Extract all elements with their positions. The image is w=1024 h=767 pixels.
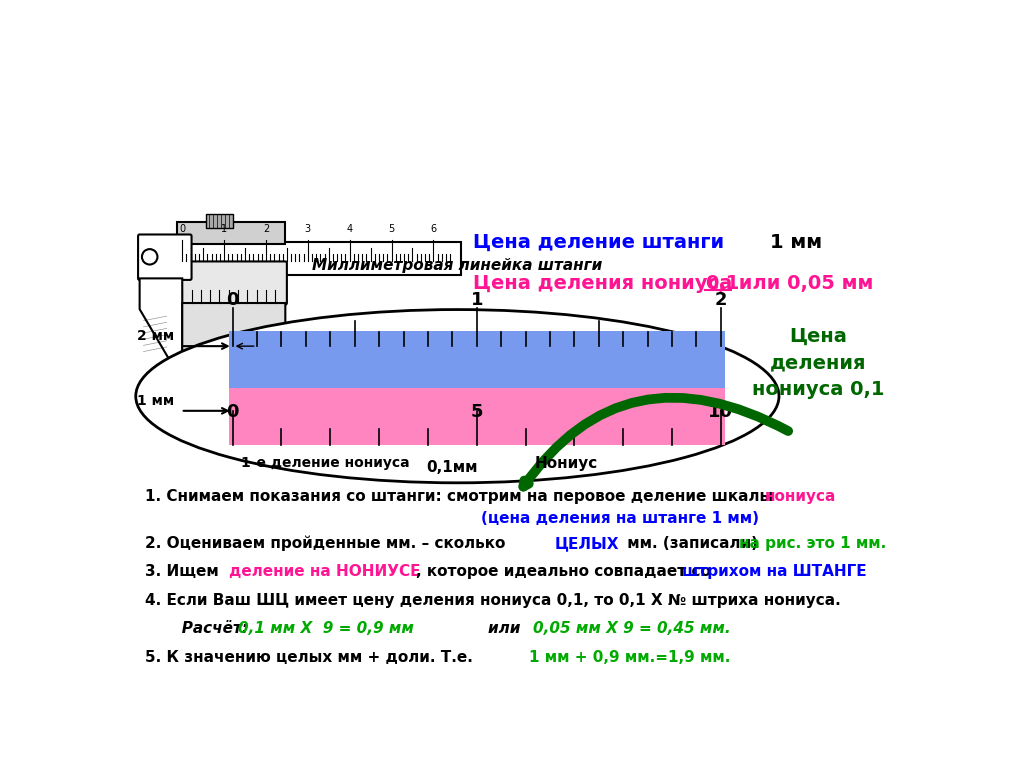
FancyBboxPatch shape — [175, 262, 287, 304]
Polygon shape — [139, 278, 182, 359]
Text: Цена деления нониуса: Цена деления нониуса — [473, 275, 739, 293]
Text: 2 мм: 2 мм — [136, 329, 174, 343]
Text: Цена деление штанги: Цена деление штанги — [473, 232, 724, 252]
Text: (цена деления на штанге 1 мм): (цена деления на штанге 1 мм) — [480, 511, 759, 526]
Text: 1-е деление нониуса: 1-е деление нониуса — [242, 456, 410, 470]
Polygon shape — [182, 303, 286, 359]
Text: ЦЕЛЫХ: ЦЕЛЫХ — [554, 536, 618, 551]
Text: 10: 10 — [709, 403, 733, 420]
Bar — [217, 359, 223, 386]
Text: 2: 2 — [715, 291, 727, 309]
Bar — [228, 331, 725, 389]
Text: 4: 4 — [346, 225, 352, 235]
Text: 0,1мм: 0,1мм — [426, 459, 478, 475]
Text: 5: 5 — [388, 225, 394, 235]
Text: 4. Если Ваш ШЦ имеет цену деления нониуса 0,1, то 0,1 Х № штриха нониуса.: 4. Если Ваш ШЦ имеет цену деления нониус… — [145, 593, 841, 607]
Text: 6: 6 — [430, 225, 436, 235]
Text: 0,1 мм Х  9 = 0,9 мм: 0,1 мм Х 9 = 0,9 мм — [238, 621, 414, 637]
Text: или: или — [467, 621, 526, 637]
Text: штрихом на ШТАНГЕ: штрихом на ШТАНГЕ — [682, 565, 866, 579]
Text: 1: 1 — [470, 291, 483, 309]
Text: 5. К значению целых мм + доли. Т.е.: 5. К значению целых мм + доли. Т.е. — [145, 650, 478, 665]
Text: 0: 0 — [226, 291, 239, 309]
Text: 0: 0 — [179, 225, 185, 235]
Text: 3: 3 — [305, 225, 311, 235]
Text: нониуса: нониуса — [765, 489, 837, 504]
Bar — [228, 388, 725, 446]
Bar — [182, 242, 461, 275]
Text: 3. Ищем: 3. Ищем — [145, 565, 224, 579]
Text: 0: 0 — [226, 403, 239, 420]
Text: на рис. это 1 мм.: на рис. это 1 мм. — [738, 536, 886, 551]
Text: Расчёт:: Расчёт: — [145, 621, 253, 637]
Text: 1: 1 — [221, 225, 227, 235]
Text: Нониус: Нониус — [535, 456, 597, 471]
FancyBboxPatch shape — [138, 235, 191, 280]
Text: 5: 5 — [470, 403, 483, 420]
Text: 1 мм: 1 мм — [770, 232, 822, 252]
Text: Миллиметровая линейка штанги: Миллиметровая линейка штанги — [312, 258, 602, 273]
Text: 2: 2 — [263, 225, 269, 235]
Text: 1 мм: 1 мм — [136, 393, 174, 408]
Text: , которое идеально совпадает со: , которое идеально совпадает со — [417, 565, 717, 579]
Text: 1. Снимаем показания со штанги: смотрим на перовое деление шкалы: 1. Снимаем показания со штанги: смотрим … — [145, 489, 778, 504]
Text: деление на НОНИУСЕ: деление на НОНИУСЕ — [228, 565, 420, 579]
Ellipse shape — [136, 310, 779, 482]
Text: или 0,05 мм: или 0,05 мм — [732, 275, 873, 293]
Text: 2. Оцениваем пройденные мм. – сколько: 2. Оцениваем пройденные мм. – сколько — [145, 535, 511, 551]
Text: 0,1: 0,1 — [706, 275, 739, 293]
Bar — [206, 215, 232, 229]
Text: 1 мм + 0,9 мм.=1,9 мм.: 1 мм + 0,9 мм.=1,9 мм. — [529, 650, 731, 665]
Text: 0,05 мм Х 9 = 0,45 мм.: 0,05 мм Х 9 = 0,45 мм. — [532, 621, 730, 637]
Bar — [177, 222, 286, 244]
Text: Цена
деления
нониуса 0,1: Цена деления нониуса 0,1 — [752, 327, 884, 399]
Circle shape — [142, 249, 158, 265]
Text: мм. (записали): мм. (записали) — [622, 536, 763, 551]
